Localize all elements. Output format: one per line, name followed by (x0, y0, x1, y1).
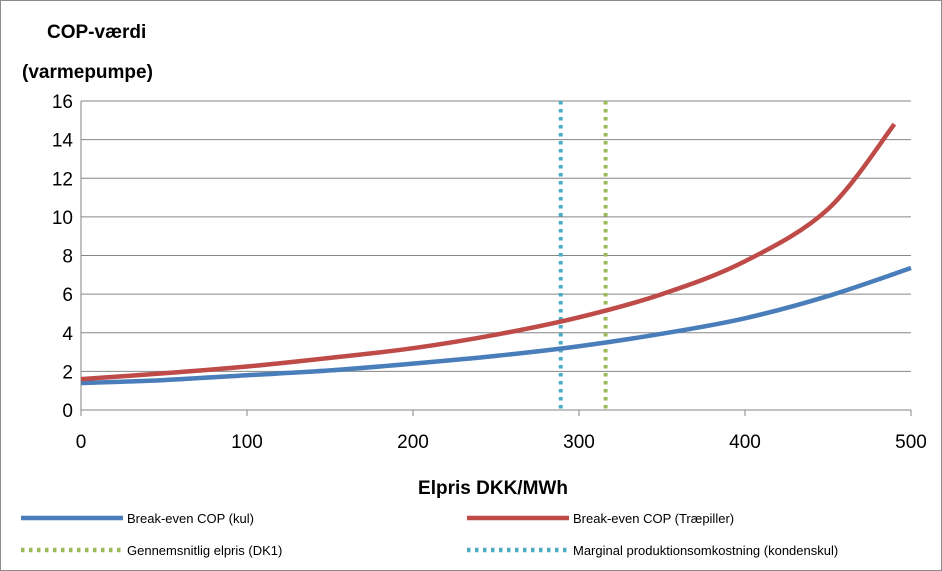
x-tick-label: 300 (563, 432, 595, 453)
x-tick-label: 400 (729, 432, 761, 453)
y-tick-label: 14 (52, 131, 74, 152)
y-tick-labels: 0 2 4 6 8 10 12 14 16 (52, 92, 74, 422)
y-tick-label: 4 (62, 324, 73, 345)
x-tick-label: 100 (231, 432, 263, 453)
legend-label-3: Marginal produktionsomkostning (kondensk… (573, 543, 838, 558)
y-axis-title-line-1: COP-værdi (47, 22, 146, 43)
y-tick-label: 0 (62, 401, 73, 422)
legend: Break-even COP (kul) Break-even COP (Træp… (21, 511, 838, 558)
y-tick-label: 6 (62, 285, 73, 306)
y-axis-title-line-2: (varmepumpe) (22, 62, 153, 83)
vertical-reference-lines (558, 101, 608, 410)
x-tick-label: 0 (76, 432, 87, 453)
x-tick-labels: 0 100 200 300 400 500 (76, 432, 927, 453)
legend-label-2: Gennemsnitlig elpris (DK1) (127, 543, 282, 558)
y-tick-label: 8 (62, 247, 73, 268)
series-lines (80, 122, 912, 386)
x-axis-title: Elpris DKK/MWh (418, 478, 568, 499)
x-tick-label: 500 (895, 432, 927, 453)
y-tick-label: 10 (52, 208, 73, 229)
y-tick-label: 16 (52, 92, 73, 113)
series-line-1 (80, 122, 897, 382)
grid (80, 100, 912, 416)
x-tick-label: 200 (397, 432, 429, 453)
y-tick-label: 12 (52, 169, 73, 190)
legend-label-1: Break-even COP (Træpiller) (573, 511, 734, 526)
series-line-0 (80, 265, 912, 386)
y-tick-label: 2 (62, 362, 73, 383)
legend-label-0: Break-even COP (kul) (127, 511, 254, 526)
